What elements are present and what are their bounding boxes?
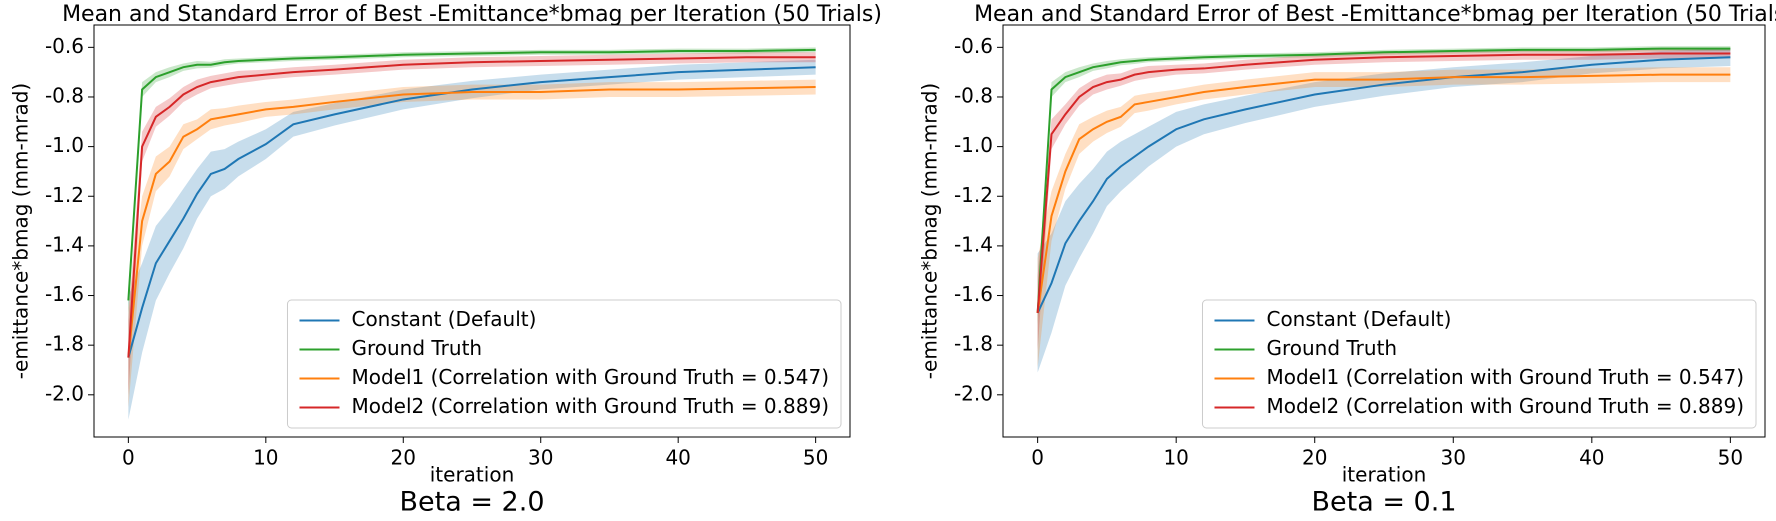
y-tick-label: -1.0 [954,133,993,157]
x-tick-label: 0 [122,446,135,470]
y-tick-label: -1.2 [954,183,993,207]
y-tick-label: -1.0 [45,133,84,157]
legend: Constant (Default) Ground Truth Model1 (Co… [1201,299,1757,429]
mean-line [1036,56,1731,314]
x-tick-label: 30 [528,446,553,470]
x-tick-label: 10 [253,446,278,470]
legend-label: Constant (Default) [351,307,536,331]
legend-label: Model1 (Correlation with Ground Truth = … [1266,365,1744,389]
y-axis-label: -emittance*bmag (mm-mrad) [9,83,33,379]
error-band [1037,48,1731,351]
mean-line [1036,47,1731,313]
mean-line [127,48,816,301]
y-tick-label: -0.6 [954,34,993,58]
mean-line [127,86,816,358]
x-axis-label: iteration [1342,463,1427,487]
axes-frame [1002,24,1766,438]
y-tick-label: -1.4 [954,232,993,256]
x-tick-label: 50 [803,446,828,470]
mean-line [1036,52,1731,313]
caption: Beta = 0.1 [1312,487,1457,518]
y-tick-label: -0.8 [45,83,84,107]
legend-label: Model2 (Correlation with Ground Truth = … [1266,394,1744,418]
chart-title: Mean and Standard Error of Best -Emittan… [62,2,882,27]
mean-line [127,56,816,358]
y-tick-label: -1.6 [954,282,993,306]
mean-line [127,66,816,358]
x-tick-label: 30 [1441,446,1466,470]
legend-label: Constant (Default) [1266,307,1451,331]
x-tick-label: 50 [1718,446,1743,470]
legend-label: Model2 (Correlation with Ground Truth = … [351,394,829,418]
y-axis-label: -emittance*bmag (mm-mrad) [918,83,942,379]
legend-label: Model1 (Correlation with Ground Truth = … [351,365,829,389]
y-tick-label: -1.6 [45,282,84,306]
legend: Constant (Default) Ground Truth Model1 (Co… [286,299,842,429]
x-axis-label: iteration [430,463,515,487]
y-tick-label: -2.0 [954,381,993,405]
panel: 0 10 20 30 40 50-0.6-0.8-1.0-1.2-1.4-1.6-1.8-… [918,2,1776,518]
x-tick-label: 40 [1579,446,1604,470]
chart-title: Mean and Standard Error of Best -Emittan… [974,2,1776,27]
y-tick-label: -1.8 [954,332,993,356]
legend-box [1201,299,1757,429]
x-tick-label: 10 [1163,446,1188,470]
x-tick-label: 20 [1302,446,1327,470]
y-tick-label: -2.0 [45,381,84,405]
x-tick-label: 20 [391,446,416,470]
panel: 0 10 20 30 40 50-0.6-0.8-1.0-1.2-1.4-1.6-1.8-… [9,2,882,518]
mean-line [1036,73,1731,314]
y-tick-label: -0.8 [954,83,993,107]
x-tick-label: 0 [1031,446,1044,470]
y-tick-label: -1.8 [45,332,84,356]
y-tick-label: -0.6 [45,34,84,58]
caption: Beta = 2.0 [400,487,545,518]
axes-frame [93,24,851,438]
error-band [1037,48,1731,373]
legend-label: Ground Truth [1266,336,1397,360]
legend-label: Ground Truth [351,336,482,360]
y-tick-label: -1.4 [45,232,84,256]
x-tick-label: 40 [665,446,690,470]
legend-box [286,299,842,429]
y-tick-label: -1.2 [45,183,84,207]
